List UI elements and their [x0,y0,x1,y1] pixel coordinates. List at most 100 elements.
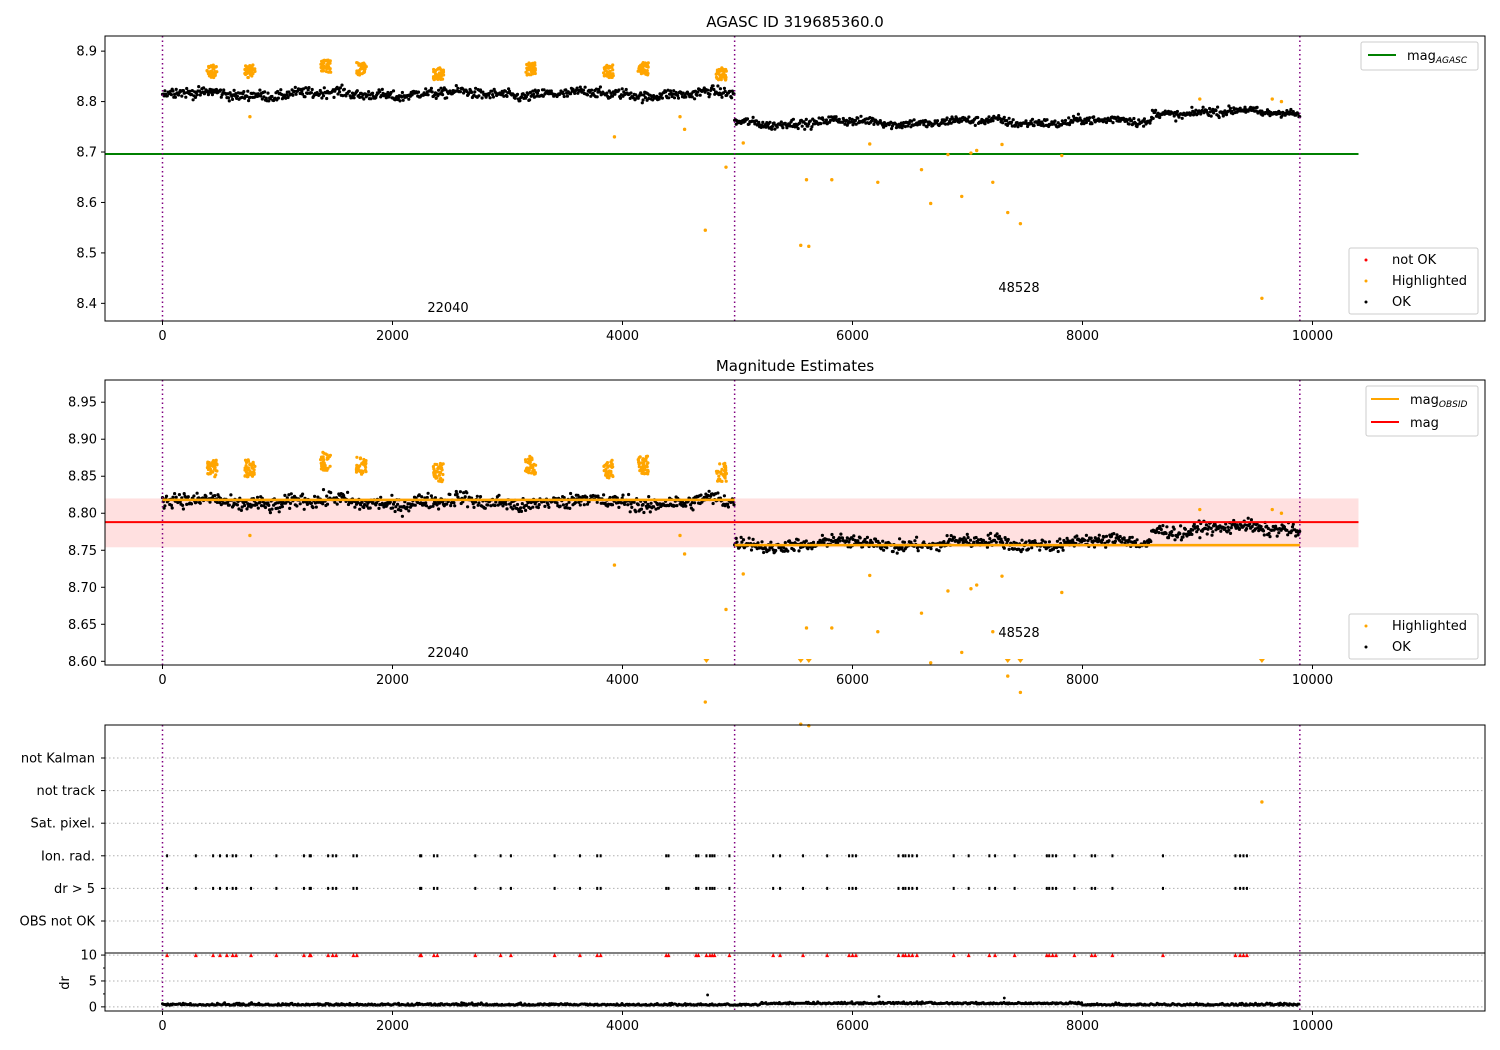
highlighted-point [1279,511,1284,515]
dr-over-limit-marker [1047,953,1052,958]
y-tick-label: 10 [80,949,97,964]
flag-event-mark [695,854,698,858]
highlighted-point [612,563,617,567]
dr-over-limit-marker [165,953,170,958]
legend-not-ok: not OK [1392,253,1437,268]
dr-over-limit-marker [419,953,424,958]
flag-event-mark [1073,886,1076,890]
panel-dr-plot [105,953,1485,1008]
y-tick-label: 8.7 [76,146,97,161]
dr-over-limit-marker [1089,953,1094,958]
legend-ok-b: OK [1392,640,1411,655]
flag-event-mark [667,854,670,858]
flag-event-mark [419,854,422,858]
highlighted-point [975,148,979,153]
flag-event-mark [728,886,731,890]
flag-event-mark [994,886,997,890]
flag-event-mark [302,886,305,890]
flag-event-mark [308,886,311,890]
off-scale-marker [805,659,812,663]
flag-event-mark [1045,854,1048,858]
highlighted-point [678,533,682,538]
flag-event-mark [352,886,355,890]
highlighted-point [1260,296,1264,301]
dr-over-limit-marker [896,953,901,958]
x-tick-label: 4000 [606,329,639,344]
flag-event-mark [904,854,907,858]
highlighted-point [804,178,809,182]
highlighted-cluster-points [205,58,728,82]
flag-row-label: OBS not OK [20,915,96,930]
x-tick-label: 6000 [836,673,869,688]
flag-event-mark [250,886,253,890]
dr-over-limit-marker [351,953,356,958]
highlighted-point [703,700,707,704]
flag-event-mark [509,854,512,858]
flag-event-mark [851,854,854,858]
dr-over-limit-marker [354,953,359,958]
flag-event-mark [711,854,714,858]
panel-estimates-plot [105,380,1359,804]
flag-event-mark [967,854,970,858]
flag-event-mark [1090,886,1093,890]
highlighted-point [969,151,973,155]
dr-over-limit-marker [906,953,911,958]
highlighted-point [612,135,617,139]
dr-over-limit-marker [914,953,919,958]
flag-event-mark [596,886,599,890]
panel-flags-plot [105,725,1485,1011]
highlighted-point [682,127,687,132]
dr-over-limit-marker [850,953,855,958]
dr-over-limit-marker [1110,953,1115,958]
x-tick-label: 6000 [836,329,869,344]
y-tick-label: 8.80 [68,507,97,522]
flag-event-mark [166,886,169,890]
flag-event-mark [851,886,854,890]
highlighted-point [868,142,872,146]
obs-label-48528-b: 48528 [998,626,1039,641]
highlighted-point [960,650,964,655]
dr-over-limit-marker [727,953,732,958]
flag-event-mark [708,854,711,858]
dr-over-limit-marker [224,953,229,958]
svg-text:magAGASC: magAGASC [1407,49,1468,66]
flag-event-mark [509,886,512,890]
dr-over-limit-marker [712,953,717,958]
dr-over-limit-marker [595,953,600,958]
flag-event-mark [194,854,197,858]
highlighted-point [919,167,924,172]
flag-event-mark [897,854,900,858]
highlighted-point [1006,210,1010,215]
highlighted-point [1018,690,1023,695]
flag-event-mark [1245,854,1248,858]
dr-over-limit-marker [704,953,709,958]
y-tick-label: 8.75 [68,544,97,559]
dr-over-limit-marker [330,953,335,958]
dr-over-limit-marker [853,953,858,958]
panel-agasc-plot [105,36,1359,321]
dr-over-limit-marker [993,953,998,958]
legend-highlighted: Highlighted [1392,274,1467,289]
dr-over-limit-marker [1244,953,1249,958]
flag-event-mark [219,886,221,890]
flag-event-mark [907,886,910,890]
y-tick-label: 8.70 [68,581,97,596]
off-scale-marker [1258,659,1265,663]
flag-event-mark [225,854,228,858]
highlighted-point [991,629,995,634]
highlighted-point [248,115,252,119]
highlighted-point [807,244,811,249]
highlighted-point [991,180,995,184]
flag-event-mark [665,854,668,858]
legend-estimates-points: Highlighted OK [1348,613,1479,660]
dr-over-limit-marker [1233,953,1238,958]
highlighted-point [1060,590,1064,595]
highlighted-point [830,626,834,630]
flag-event-mark [225,886,228,890]
flag-event-mark [952,854,955,858]
panel-estimates-frame [104,379,1486,666]
flag-event-mark [1094,854,1097,858]
flag-event-mark [848,854,851,858]
flag-event-mark [728,854,731,858]
flag-event-mark [1013,886,1016,890]
